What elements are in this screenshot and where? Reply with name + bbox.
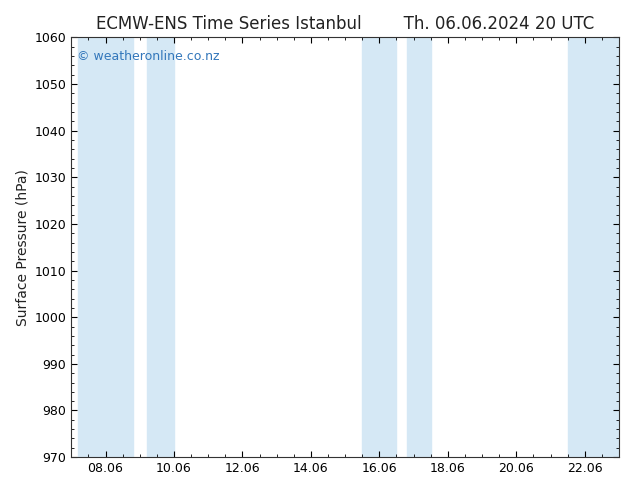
Text: © weatheronline.co.nz: © weatheronline.co.nz xyxy=(77,50,219,63)
Bar xyxy=(567,37,619,457)
Bar xyxy=(362,37,396,457)
Title: ECMW-ENS Time Series Istanbul        Th. 06.06.2024 20 UTC: ECMW-ENS Time Series Istanbul Th. 06.06.… xyxy=(96,15,594,33)
Bar xyxy=(407,37,430,457)
Bar xyxy=(146,37,174,457)
Bar xyxy=(78,37,133,457)
Y-axis label: Surface Pressure (hPa): Surface Pressure (hPa) xyxy=(15,169,29,326)
